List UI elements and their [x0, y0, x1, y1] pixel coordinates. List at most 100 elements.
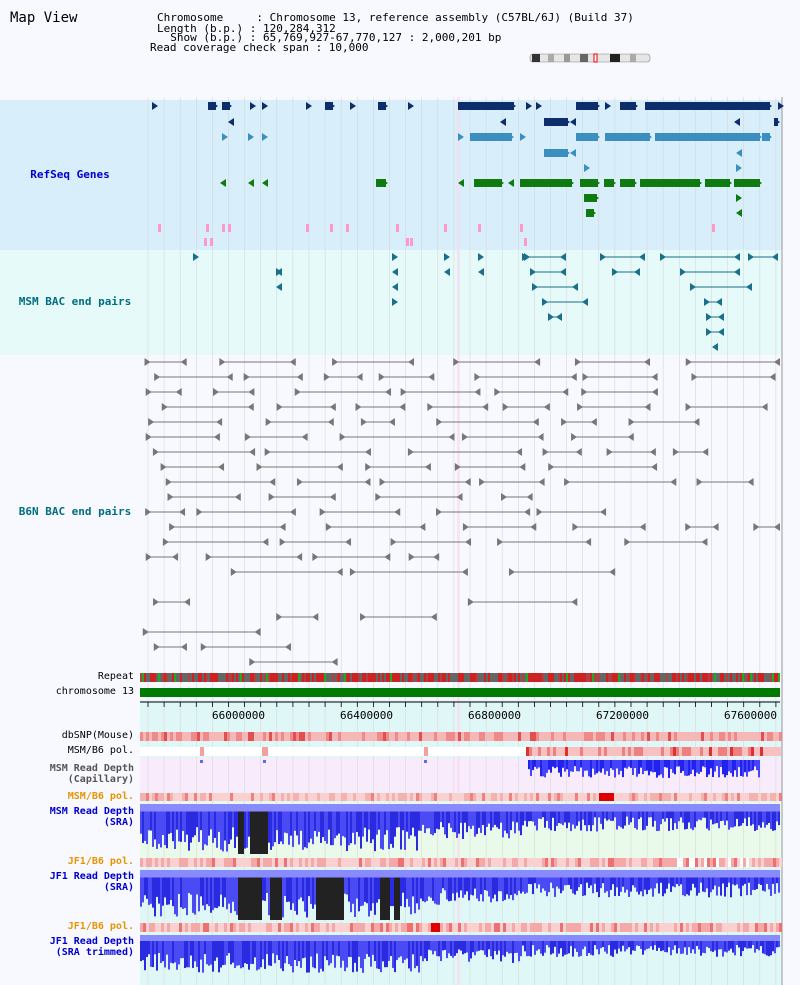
msm-sra-depth [360, 804, 362, 812]
repeat-segment [184, 673, 186, 682]
repeat-segment [396, 673, 398, 682]
msm-sra-depth [638, 804, 640, 820]
repeat-segment [300, 673, 302, 682]
jf1-trim-depth [648, 935, 650, 949]
msm-sra-depth [478, 804, 480, 812]
msm-sra-depth [508, 804, 510, 839]
msm-sra-depth [700, 804, 702, 821]
msm-b6-pol-seg [622, 747, 625, 756]
jf1-trim-depth [218, 935, 220, 941]
repeat-segment [274, 673, 276, 682]
jf1-sra-depth [614, 870, 616, 896]
jf1-sra-depth [702, 870, 704, 878]
msm-sra-depth [502, 804, 504, 838]
msm-sra-depth [310, 804, 312, 812]
msm-b6-pol2-seg [206, 793, 209, 801]
jf1-b6-pol2-seg [278, 923, 281, 932]
msm-b6-pol-seg [262, 747, 268, 756]
jf1-sra-depth [328, 870, 330, 920]
jf1-sra-depth [460, 870, 462, 878]
b6n-bac-pair-end [524, 508, 531, 516]
repeat-segment [750, 673, 752, 682]
jf1-trim-depth [634, 935, 636, 941]
msm-sra-depth [716, 804, 718, 824]
jf1-sra-depth [218, 870, 220, 907]
jf1-sra-depth [322, 870, 324, 878]
msm-sra-depth [642, 804, 644, 831]
jf1-b6-pol-seg [476, 858, 479, 867]
repeat-segment [652, 673, 654, 682]
repeat-segment [432, 673, 434, 682]
dbsnp-segment [719, 732, 722, 741]
repeat-segment [688, 673, 690, 682]
jf1-trim-depth [256, 935, 258, 941]
msm-sra-depth [686, 804, 688, 812]
b6n-bac-pair-end [162, 538, 169, 546]
msm-sra-depth [364, 804, 366, 828]
msm-sra-depth [706, 804, 708, 829]
jf1-trim-depth [214, 935, 216, 961]
jf1-b6-pol-seg [515, 858, 518, 867]
jf1-trim-depth [154, 935, 156, 955]
b6n-bac-pair-end [753, 523, 760, 531]
jf1-b6-pol-seg [752, 858, 755, 867]
msm-sra-depth [498, 804, 500, 829]
jf1-trim-depth [708, 935, 710, 949]
msm-sra-depth [492, 804, 494, 828]
jf1-b6-pol-seg [653, 858, 656, 867]
repeat-segment [350, 673, 352, 682]
jf1-sra-depth [314, 870, 316, 905]
jf1-sra-depth [646, 870, 648, 895]
msm-capillary-depth [622, 760, 624, 778]
dbsnp-segment [629, 732, 632, 741]
msm-sra-depth [618, 804, 620, 826]
msm-sra-depth [562, 804, 564, 812]
jf1-trim-depth [400, 935, 402, 941]
jf1-trim-depth [712, 935, 714, 941]
jf1-b6-pol-seg [338, 858, 341, 867]
msm-sra-depth [264, 804, 266, 854]
msm-sra-depth [226, 804, 228, 812]
jf1-trim-depth [574, 935, 576, 941]
jf1-sra-depth [698, 870, 700, 893]
jf1-sra-depth [654, 870, 656, 878]
repeat-segment [756, 673, 758, 682]
msm-sra-depth [280, 804, 282, 842]
jf1-b6-pol-seg [698, 858, 701, 867]
refseq-gene-arrow [594, 133, 600, 141]
repeat-segment [660, 673, 662, 682]
jf1-sra-depth [142, 870, 144, 878]
jf1-sra-depth [450, 870, 452, 878]
jf1-sra-depth [190, 870, 192, 878]
jf1-trim-depth [582, 935, 584, 941]
chromosome-ideogram[interactable] [528, 52, 652, 64]
repeat-segment [340, 673, 342, 682]
dbsnp-segment [497, 732, 500, 741]
msm-sra-depth [654, 804, 656, 821]
jf1-trim-depth [146, 935, 148, 941]
repeat-segment [368, 673, 370, 682]
msm-b6-pol2-seg [257, 793, 260, 801]
dbsnp-segment [263, 732, 266, 741]
jf1-trim-depth [276, 935, 278, 941]
jf1-trim-depth [324, 935, 326, 941]
jf1-sra-depth [156, 870, 158, 897]
msm-sra-depth [296, 804, 298, 812]
jf1-b6-pol-seg [722, 858, 725, 867]
jf1-b6-pol2-seg [749, 923, 752, 932]
dbsnp-segment [398, 732, 401, 741]
jf1-b6-pol-seg [758, 858, 761, 867]
jf1-sra-depth [244, 870, 246, 920]
dbsnp-segment [662, 732, 665, 741]
jf1-b6-pol2-seg [428, 923, 431, 932]
msm-sra-depth [292, 804, 294, 847]
msm-sra-depth [526, 804, 528, 827]
msm-b6-pol2-seg [632, 793, 635, 801]
msm-sra-depth [762, 804, 764, 823]
msm-sra-depth [766, 804, 768, 825]
jf1-trim-depth [144, 935, 146, 971]
msm-sra-depth [444, 804, 446, 835]
b6n-bac-pair-end [453, 358, 460, 366]
jf1-sra-depth [326, 870, 328, 878]
